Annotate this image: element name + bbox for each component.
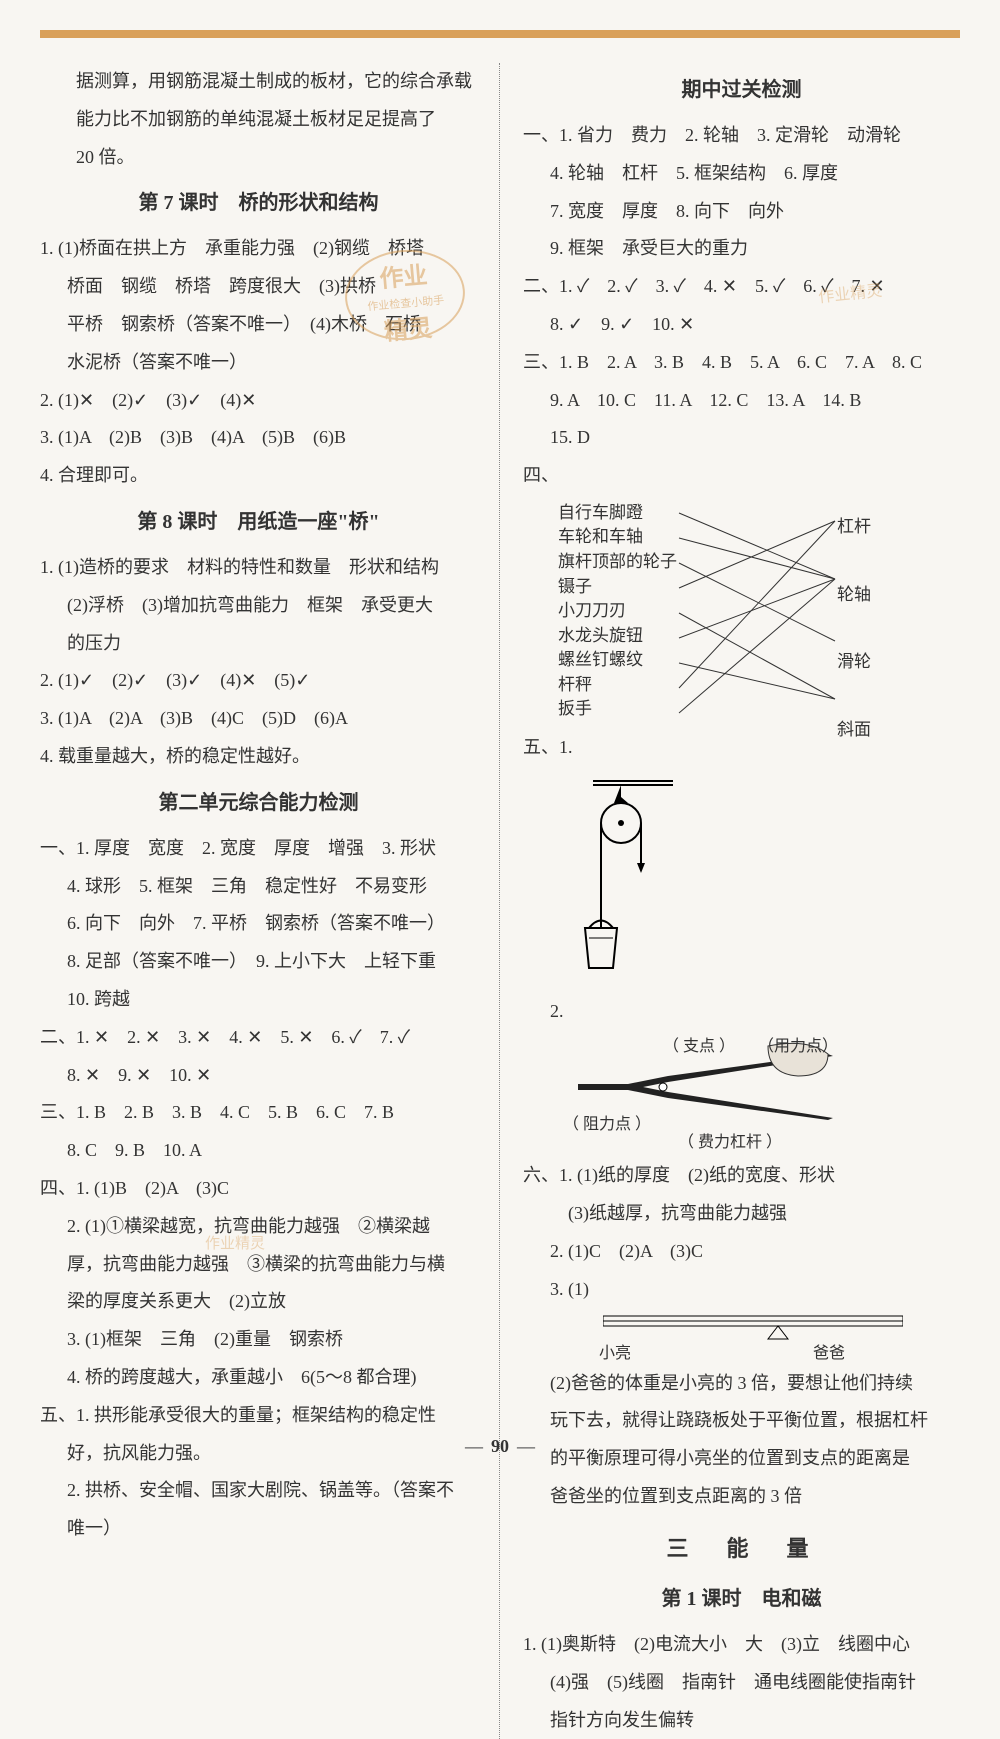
text-line: 2. (1)✓ (2)✓ (3)✓ (4)✕ (5)✓ <box>40 662 477 700</box>
text-line: 7. 宽度 厚度 8. 向下 向外 <box>523 193 960 231</box>
text-line: 二、1. ✓ 2. ✓ 3. ✓ 4. ✕ 5. ✓ 6. ✓ 7. ✕ <box>523 268 960 306</box>
seesaw-svg <box>603 1311 903 1341</box>
text-line: 2. (1)①横梁越宽，抗弯曲能力越强 ②横梁越 <box>40 1208 477 1246</box>
match-left-item: 小刀刀刃 <box>558 599 677 623</box>
q5-head: 五、1. <box>523 729 960 767</box>
text-line: 一、1. 厚度 宽度 2. 宽度 厚度 增强 3. 形状 <box>40 830 477 868</box>
page-columns: 据测算，用钢筋混凝土制成的板材，它的综合承载 能力比不加钢筋的单纯混凝土板材足足… <box>40 63 960 1739</box>
text-line: 五、1. 拱形能承受很大的重量；框架结构的稳定性 <box>40 1397 477 1435</box>
match-left-item: 扳手 <box>558 697 677 721</box>
text-line: 六、1. (1)纸的厚度 (2)纸的宽度、形状 <box>523 1157 960 1195</box>
text-line: 四、1. (1)B (2)A (3)C <box>40 1170 477 1208</box>
unit3-s1-title: 第 1 课时 电和磁 <box>523 1578 960 1620</box>
match-left-item: 水龙头旋钮 <box>558 624 677 648</box>
text-line: 桥面 钢缆 桥塔 跨度很大 (3)拱桥 <box>40 268 477 306</box>
text-line: 9. 框架 承受巨大的重力 <box>523 230 960 268</box>
text-line: 指针方向发生偏转 <box>523 1702 960 1739</box>
midterm-title: 期中过关检测 <box>523 69 960 111</box>
lever-fulcrum-label: （ 支点 ） <box>663 1030 735 1064</box>
match-left-item: 杆秤 <box>558 673 677 697</box>
match-right-item: 杠杆 <box>837 509 871 545</box>
text-line: 4. 球形 5. 框架 三角 稳定性好 不易变形 <box>40 868 477 906</box>
pulley-diagram <box>583 773 960 987</box>
text-line: 唯一） <box>40 1510 477 1548</box>
match-left-item: 车轮和车轴 <box>558 525 677 549</box>
text-line: 8. C 9. B 10. A <box>40 1132 477 1170</box>
text-line: 三、1. B 2. B 3. B 4. C 5. B 6. C 7. B <box>40 1094 477 1132</box>
section-title-7: 第 7 课时 桥的形状和结构 <box>40 182 477 224</box>
text-line: 8. ✓ 9. ✓ 10. ✕ <box>523 306 960 344</box>
seesaw-diagram: 小亮 爸爸 <box>603 1311 960 1361</box>
text-line: (2)爸爸的体重是小亮的 3 倍，要想让他们持续 <box>523 1365 960 1403</box>
text-line: 平桥 钢索桥（答案不唯一） (4)木桥 石桥 <box>40 306 477 344</box>
q6-3-head: 3. (1) <box>523 1271 603 1309</box>
text-line: 2. (1)✕ (2)✓ (3)✓ (4)✕ <box>40 382 477 420</box>
text-line: 三、1. B 2. A 3. B 4. B 5. A 6. C 7. A 8. … <box>523 344 960 382</box>
matching-diagram: 自行车脚蹬车轮和车轴旗杆顶部的轮子镊子小刀刀刃水龙头旋钮螺丝钉螺纹杆秤扳手 杠杆… <box>558 501 960 721</box>
text-line: 玩下去，就得让跷跷板处于平衡位置，根据杠杆 <box>523 1402 960 1440</box>
q4-head: 四、 <box>523 457 558 495</box>
match-left-item: 自行车脚蹬 <box>558 501 677 525</box>
match-left-item: 旗杆顶部的轮子 <box>558 550 677 574</box>
seesaw-right-label: 爸爸 <box>813 1337 845 1371</box>
left-column: 据测算，用钢筋混凝土制成的板材，它的综合承载 能力比不加钢筋的单纯混凝土板材足足… <box>40 63 485 1739</box>
text-line: 20 倍。 <box>40 139 477 177</box>
matching-lines-svg <box>677 501 837 721</box>
lever-diagram: （ 支点 ） （用力点） （ 阻力点 ） （ 费力杠杆 ） <box>568 1036 960 1151</box>
text-line: 2. (1)C (2)A (3)C <box>523 1233 960 1271</box>
q5-2-head: 2. <box>523 993 960 1031</box>
text-line: 爸爸坐的位置到支点距离的 3 倍 <box>523 1478 960 1516</box>
page-number: 90 <box>0 1436 1000 1457</box>
match-left-item: 镊子 <box>558 575 677 599</box>
pulley-svg <box>583 773 683 973</box>
text-line: 4. 桥的跨度越大，承重越小 6(5～8 都合理) <box>40 1359 477 1397</box>
text-line: 6. 向下 向外 7. 平桥 钢索桥（答案不唯一） <box>40 905 477 943</box>
text-line: 1. (1)造桥的要求 材料的特性和数量 形状和结构 <box>40 549 477 587</box>
text-line: 15. D <box>523 419 960 457</box>
text-line: 一、1. 省力 费力 2. 轮轴 3. 定滑轮 动滑轮 <box>523 117 960 155</box>
text-line: 的压力 <box>40 625 477 663</box>
match-left-item: 螺丝钉螺纹 <box>558 648 677 672</box>
text-line: 4. 轮轴 杠杆 5. 框架结构 6. 厚度 <box>523 155 960 193</box>
text-line: (2)浮桥 (3)增加抗弯曲能力 框架 承受更大 <box>40 587 477 625</box>
unit2-test-title: 第二单元综合能力检测 <box>40 782 477 824</box>
text-line: 3. (1)框架 三角 (2)重量 钢索桥 <box>40 1321 477 1359</box>
column-divider <box>499 63 501 1739</box>
seesaw-left-label: 小亮 <box>599 1337 631 1371</box>
match-right-item: 斜面 <box>837 712 871 748</box>
text-line: 10. 跨越 <box>40 981 477 1019</box>
section-title-8: 第 8 课时 用纸造一座"桥" <box>40 501 477 543</box>
text-line: 4. 载重量越大，桥的稳定性越好。 <box>40 738 477 776</box>
match-right-item: 滑轮 <box>837 644 871 680</box>
text-line: 1. (1)奥斯特 (2)电流大小 大 (3)立 线圈中心 <box>523 1626 960 1664</box>
text-line: 2. 拱桥、安全帽、国家大剧院、锅盖等。（答案不 <box>40 1472 477 1510</box>
text-line: 8. ✕ 9. ✕ 10. ✕ <box>40 1057 477 1095</box>
text-line: (4)强 (5)线圈 指南针 通电线圈能使指南针 <box>523 1664 960 1702</box>
text-line: 8. 足部（答案不唯一） 9. 上小下大 上轻下重 <box>40 943 477 981</box>
text-line: 梁的厚度关系更大 (2)立放 <box>40 1283 477 1321</box>
lever-effort-label: （用力点） <box>758 1030 838 1064</box>
unit3-title: 三 能 量 <box>523 1526 960 1572</box>
text-line: 9. A 10. C 11. A 12. C 13. A 14. B <box>523 382 960 420</box>
text-line: (3)纸越厚，抗弯曲能力越强 <box>523 1195 960 1233</box>
matching-left-labels: 自行车脚蹬车轮和车轴旗杆顶部的轮子镊子小刀刀刃水龙头旋钮螺丝钉螺纹杆秤扳手 <box>558 501 677 721</box>
text-line: 据测算，用钢筋混凝土制成的板材，它的综合承载 <box>40 63 477 101</box>
text-line: 4. 合理即可。 <box>40 457 477 495</box>
text-line: 3. (1)A (2)A (3)B (4)C (5)D (6)A <box>40 700 477 738</box>
lever-type-label: （ 费力杠杆 ） <box>678 1126 782 1160</box>
match-right-item: 轮轴 <box>837 577 871 613</box>
matching-right-labels: 杠杆轮轴滑轮斜面 <box>837 501 871 721</box>
text-line: 能力比不加钢筋的单纯混凝土板材足足提高了 <box>40 101 477 139</box>
q6-3-row: 3. (1) <box>523 1271 960 1309</box>
text-line: 3. (1)A (2)B (3)B (4)A (5)B (6)B <box>40 419 477 457</box>
lever-load-label: （ 阻力点 ） <box>563 1108 651 1142</box>
text-line: 厚，抗弯曲能力越强 ③横梁的抗弯曲能力与横 <box>40 1246 477 1284</box>
q4-container: 四、 <box>523 457 960 495</box>
top-accent-bar <box>40 30 960 38</box>
text-line: 二、1. ✕ 2. ✕ 3. ✕ 4. ✕ 5. ✕ 6. ✓ 7. ✓ <box>40 1019 477 1057</box>
text-line: 1. (1)桥面在拱上方 承重能力强 (2)钢缆 桥塔 <box>40 230 477 268</box>
right-column: 期中过关检测 一、1. 省力 费力 2. 轮轴 3. 定滑轮 动滑轮 4. 轮轴… <box>515 63 960 1739</box>
text-line: 水泥桥（答案不唯一） <box>40 344 477 382</box>
